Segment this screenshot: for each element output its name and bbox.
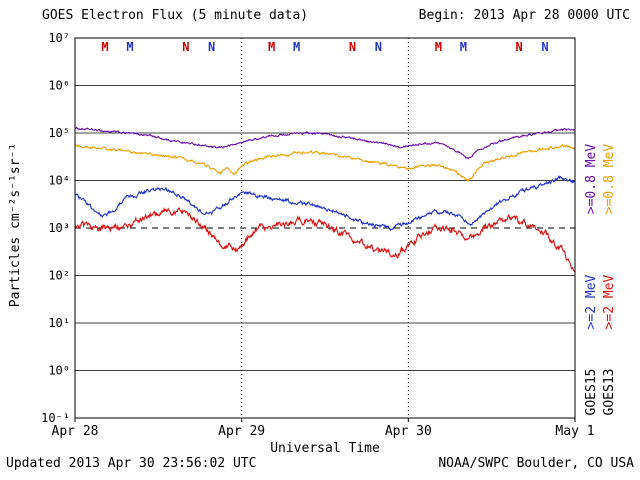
chart-title: GOES Electron Flux (5 minute data) [42, 8, 309, 23]
legend-energy-2mev-goes13: >=2 MeV [602, 274, 617, 330]
local-noon-marker: N [208, 40, 215, 54]
x-axis-title: Universal Time [270, 441, 380, 456]
legend-satellite-goes13: GOES13 [602, 368, 617, 416]
local-midnight-marker: M [101, 40, 108, 54]
series-goes13-2-mev [74, 206, 576, 273]
y-tick-label: 10³ [48, 221, 70, 235]
y-tick-label: 10⁻¹ [41, 411, 70, 425]
legend-energy-2mev-goes15: >=2 MeV [584, 274, 599, 330]
y-tick-label: 10⁷ [48, 31, 70, 45]
local-midnight-marker: M [460, 40, 467, 54]
begin-timestamp: Begin: 2013 Apr 28 0000 UTC [418, 8, 630, 23]
series-goes13-0.8-mev [74, 143, 576, 182]
y-axis-title: Particles cm⁻²s⁻¹sr⁻¹ [8, 142, 23, 308]
local-noon-marker: N [182, 40, 189, 54]
legend-energy-0.8mev-goes15: >=0.8 MeV [584, 143, 599, 215]
local-noon-marker: N [375, 40, 382, 54]
y-tick-label: 10⁰ [48, 364, 70, 378]
local-noon-marker: N [516, 40, 523, 54]
y-tick-label: 10⁵ [48, 126, 70, 140]
series-goes15-2-mev [74, 174, 576, 232]
x-tick-label: Apr 30 [385, 424, 432, 439]
x-tick-label: May 1 [555, 424, 594, 439]
local-midnight-marker: M [126, 40, 133, 54]
y-tick-label: 10⁶ [48, 79, 70, 93]
updated-timestamp: Updated 2013 Apr 30 23:56:02 UTC [6, 456, 257, 471]
series-goes15-0.8-mev [74, 126, 576, 159]
legend-energy-0.8mev-goes13: >=0.8 MeV [602, 143, 617, 215]
y-tick-label: 10⁴ [48, 174, 70, 188]
local-midnight-marker: M [268, 40, 275, 54]
local-noon-marker: N [541, 40, 548, 54]
y-tick-label: 10¹ [48, 316, 70, 330]
local-midnight-marker: M [435, 40, 442, 54]
x-tick-label: Apr 29 [218, 424, 265, 439]
legend-satellite-goes15: GOES15 [584, 368, 599, 416]
y-tick-label: 10² [48, 269, 70, 283]
local-noon-marker: N [349, 40, 356, 54]
plot-border [74, 37, 576, 419]
local-midnight-marker: M [293, 40, 300, 54]
x-tick-label: Apr 28 [52, 424, 99, 439]
source-credit: NOAA/SWPC Boulder, CO USA [438, 456, 634, 471]
